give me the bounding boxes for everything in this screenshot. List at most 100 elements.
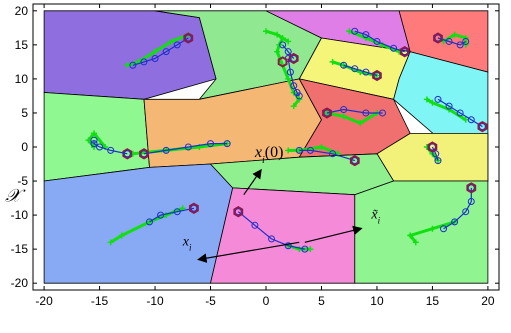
x-tick-label-3: -5 xyxy=(205,294,216,308)
start-marker-7 xyxy=(139,148,149,160)
voronoi-region-10 xyxy=(43,163,234,284)
green-star-3-0 xyxy=(346,28,353,35)
start-marker-3 xyxy=(399,46,410,58)
start-marker-2 xyxy=(288,52,299,65)
annotation-arrow-2 xyxy=(304,225,363,243)
y-tick-label-7: 15 xyxy=(15,38,29,52)
start-marker-12 xyxy=(189,202,199,214)
blue-path-7 xyxy=(93,140,128,155)
start-marker-8 xyxy=(349,154,360,167)
green-star-1-3 xyxy=(285,75,292,82)
green-star-0-1 xyxy=(168,38,175,45)
green-star-8-3 xyxy=(285,147,292,154)
blue-point-3-3 xyxy=(390,44,398,52)
blue-point-0-2 xyxy=(162,48,170,56)
green-star-0-2 xyxy=(152,48,159,55)
blue-point-0-3 xyxy=(151,54,159,62)
x-tick-label-7: 15 xyxy=(426,294,440,308)
green-star-12-2 xyxy=(146,218,153,225)
trajectory-14 xyxy=(407,182,477,246)
trajectory-13 xyxy=(233,206,314,253)
blue-point-3-0 xyxy=(351,27,359,35)
green-star-11-0 xyxy=(462,116,469,123)
y-tick-label-2: -10 xyxy=(11,208,29,222)
blue-path-8 xyxy=(299,149,355,162)
blue-point-0-4 xyxy=(140,58,148,66)
trajectory-11 xyxy=(423,95,488,133)
green-star-9-2 xyxy=(357,120,364,127)
blue-point-13-3 xyxy=(284,242,292,250)
green-star-11-3 xyxy=(423,96,430,103)
blue-point-14-4 xyxy=(440,225,448,233)
blue-point-7-4 xyxy=(90,136,98,144)
y-tick-label-3: -5 xyxy=(17,174,28,188)
blue-point-14-2 xyxy=(462,208,470,216)
start-marker-1 xyxy=(277,56,288,68)
trajectory-3 xyxy=(346,27,410,58)
blue-point-4-1 xyxy=(362,68,370,76)
blue-point-5-2 xyxy=(456,41,464,49)
start-marker-11 xyxy=(477,120,488,133)
blue-point-11-3 xyxy=(445,102,453,110)
green-star-2-0 xyxy=(263,28,269,35)
trajectory-6 xyxy=(122,140,231,160)
start-marker-5 xyxy=(433,32,443,44)
blue-point-8-1 xyxy=(329,150,337,158)
blue-path-3 xyxy=(354,30,405,53)
blue-point-2-1 xyxy=(284,48,292,56)
blue-point-1-4 xyxy=(295,92,303,100)
blue-point-1-1 xyxy=(286,68,294,76)
blue-point-11-4 xyxy=(434,95,442,103)
blue-point-12-1 xyxy=(173,208,181,216)
green-star-1-6 xyxy=(290,103,297,110)
blue-point-11-2 xyxy=(456,109,464,117)
blue-point-2-2 xyxy=(279,41,287,49)
blue-path-6 xyxy=(143,143,228,155)
x-tick-label-2: -10 xyxy=(146,294,164,308)
blue-point-8-2 xyxy=(306,146,314,154)
blue-point-5-1 xyxy=(445,37,453,45)
trajectory-8 xyxy=(285,144,360,167)
blue-point-3-2 xyxy=(373,37,381,45)
green-path-8 xyxy=(288,145,339,156)
blue-path-14 xyxy=(443,187,472,230)
y-tick-label-0: -20 xyxy=(11,276,29,290)
voronoi-region-0 xyxy=(43,10,217,100)
x-tick-label-6: 10 xyxy=(370,294,384,308)
blue-point-4-3 xyxy=(340,61,348,69)
start-marker-4 xyxy=(372,69,382,82)
trajectory-9 xyxy=(322,106,386,127)
trajectory-2 xyxy=(263,28,299,65)
green-star-7-2 xyxy=(91,130,98,137)
axis-ticks: -20 -15 -10 -5 0 5 10 15 20 -20 -15 -10 -5 0 5 10 15 20 xyxy=(11,4,499,308)
x-tick-label-4: 0 xyxy=(263,294,270,308)
green-star-14-3 xyxy=(412,239,419,246)
green-star-4-3 xyxy=(329,58,336,65)
green-star-2-2 xyxy=(285,38,292,45)
annotation-label-2: x̃i xyxy=(370,208,380,226)
blue-path-9 xyxy=(326,108,383,114)
green-star-12-3 xyxy=(118,232,125,239)
x-tick-label-5: 5 xyxy=(318,294,325,308)
trajectory-10 xyxy=(423,141,442,165)
green-path-9 xyxy=(326,111,378,125)
y-tick-label-8: 20 xyxy=(15,4,29,18)
green-star-8-1 xyxy=(318,144,325,150)
blue-point-10-2 xyxy=(434,157,442,165)
blue-point-6-3 xyxy=(207,140,215,148)
green-star-12-1 xyxy=(163,212,170,219)
green-star-14-1 xyxy=(429,225,436,232)
trajectories xyxy=(85,27,488,253)
annotation-arrow-1 xyxy=(197,241,300,263)
green-star-5-1 xyxy=(451,31,458,38)
blue-point-0-5 xyxy=(129,61,137,69)
blue-point-9-1 xyxy=(340,106,348,114)
blue-point-7-1 xyxy=(107,146,115,154)
blue-point-8-3 xyxy=(295,146,303,154)
green-star-13-2 xyxy=(307,246,314,253)
blue-point-5-3 xyxy=(462,37,470,45)
blue-point-4-2 xyxy=(351,65,359,73)
x-tick-label-1: -15 xyxy=(91,294,109,308)
blue-point-11-1 xyxy=(467,116,475,124)
